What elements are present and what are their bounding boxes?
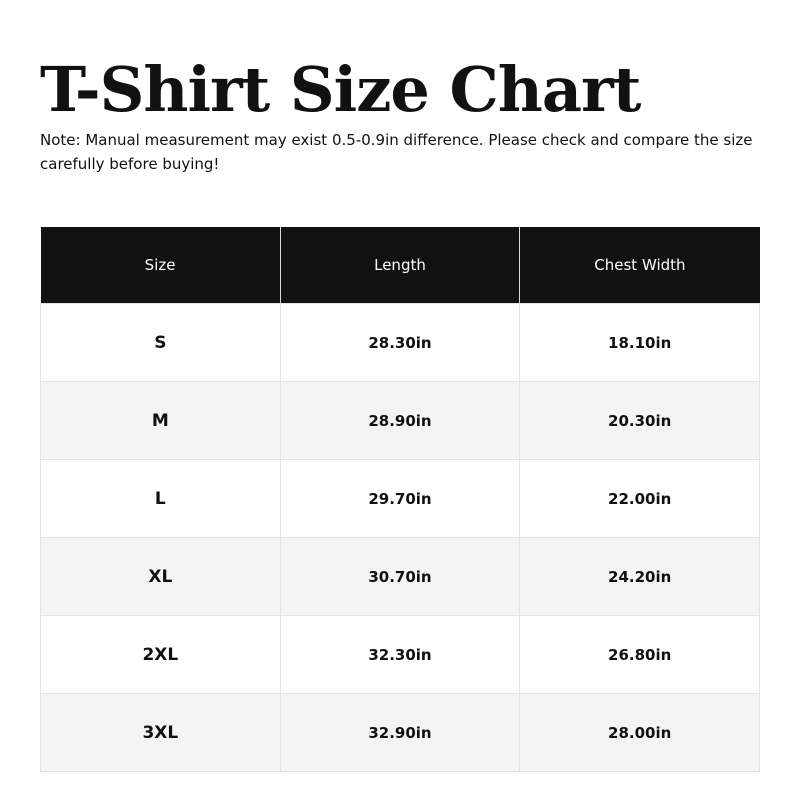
size-cell: XL [40,537,281,616]
table-row: S 28.30in 18.10in [40,303,760,382]
table-row: 2XL 32.30in 26.80in [40,615,760,694]
table-row: M 28.90in 20.30in [40,381,760,460]
chest-width-cell: 22.00in [519,459,760,538]
size-cell: M [40,381,281,460]
page-title: T-Shirt Size Chart [40,53,641,126]
size-chart-table: Size Length Chest Width S 28.30in 18.10in M… [40,227,760,772]
table-row: XL 30.70in 24.20in [40,537,760,616]
header-chest-width: Chest Width [519,227,760,304]
size-cell: S [40,303,281,382]
table-row: 3XL 32.90in 28.00in [40,693,760,772]
chest-width-cell: 26.80in [519,615,760,694]
length-cell: 30.70in [279,537,521,616]
length-cell: 29.70in [279,459,521,538]
size-cell: 3XL [40,693,281,772]
chest-width-cell: 28.00in [519,693,760,772]
measurement-note: Note: Manual measurement may exist 0.5-0… [40,131,753,173]
header-size: Size [40,227,281,304]
length-cell: 28.90in [279,381,521,460]
chest-width-cell: 24.20in [519,537,760,616]
length-cell: 28.30in [279,303,521,382]
length-cell: 32.90in [279,693,521,772]
chest-width-cell: 20.30in [519,381,760,460]
size-cell: 2XL [40,615,281,694]
size-cell: L [40,459,281,538]
length-cell: 32.30in [279,615,521,694]
header-length: Length [279,227,520,304]
chest-width-cell: 18.10in [519,303,760,382]
table-row: L 29.70in 22.00in [40,459,760,538]
table-header-row: Size Length Chest Width [40,227,760,304]
